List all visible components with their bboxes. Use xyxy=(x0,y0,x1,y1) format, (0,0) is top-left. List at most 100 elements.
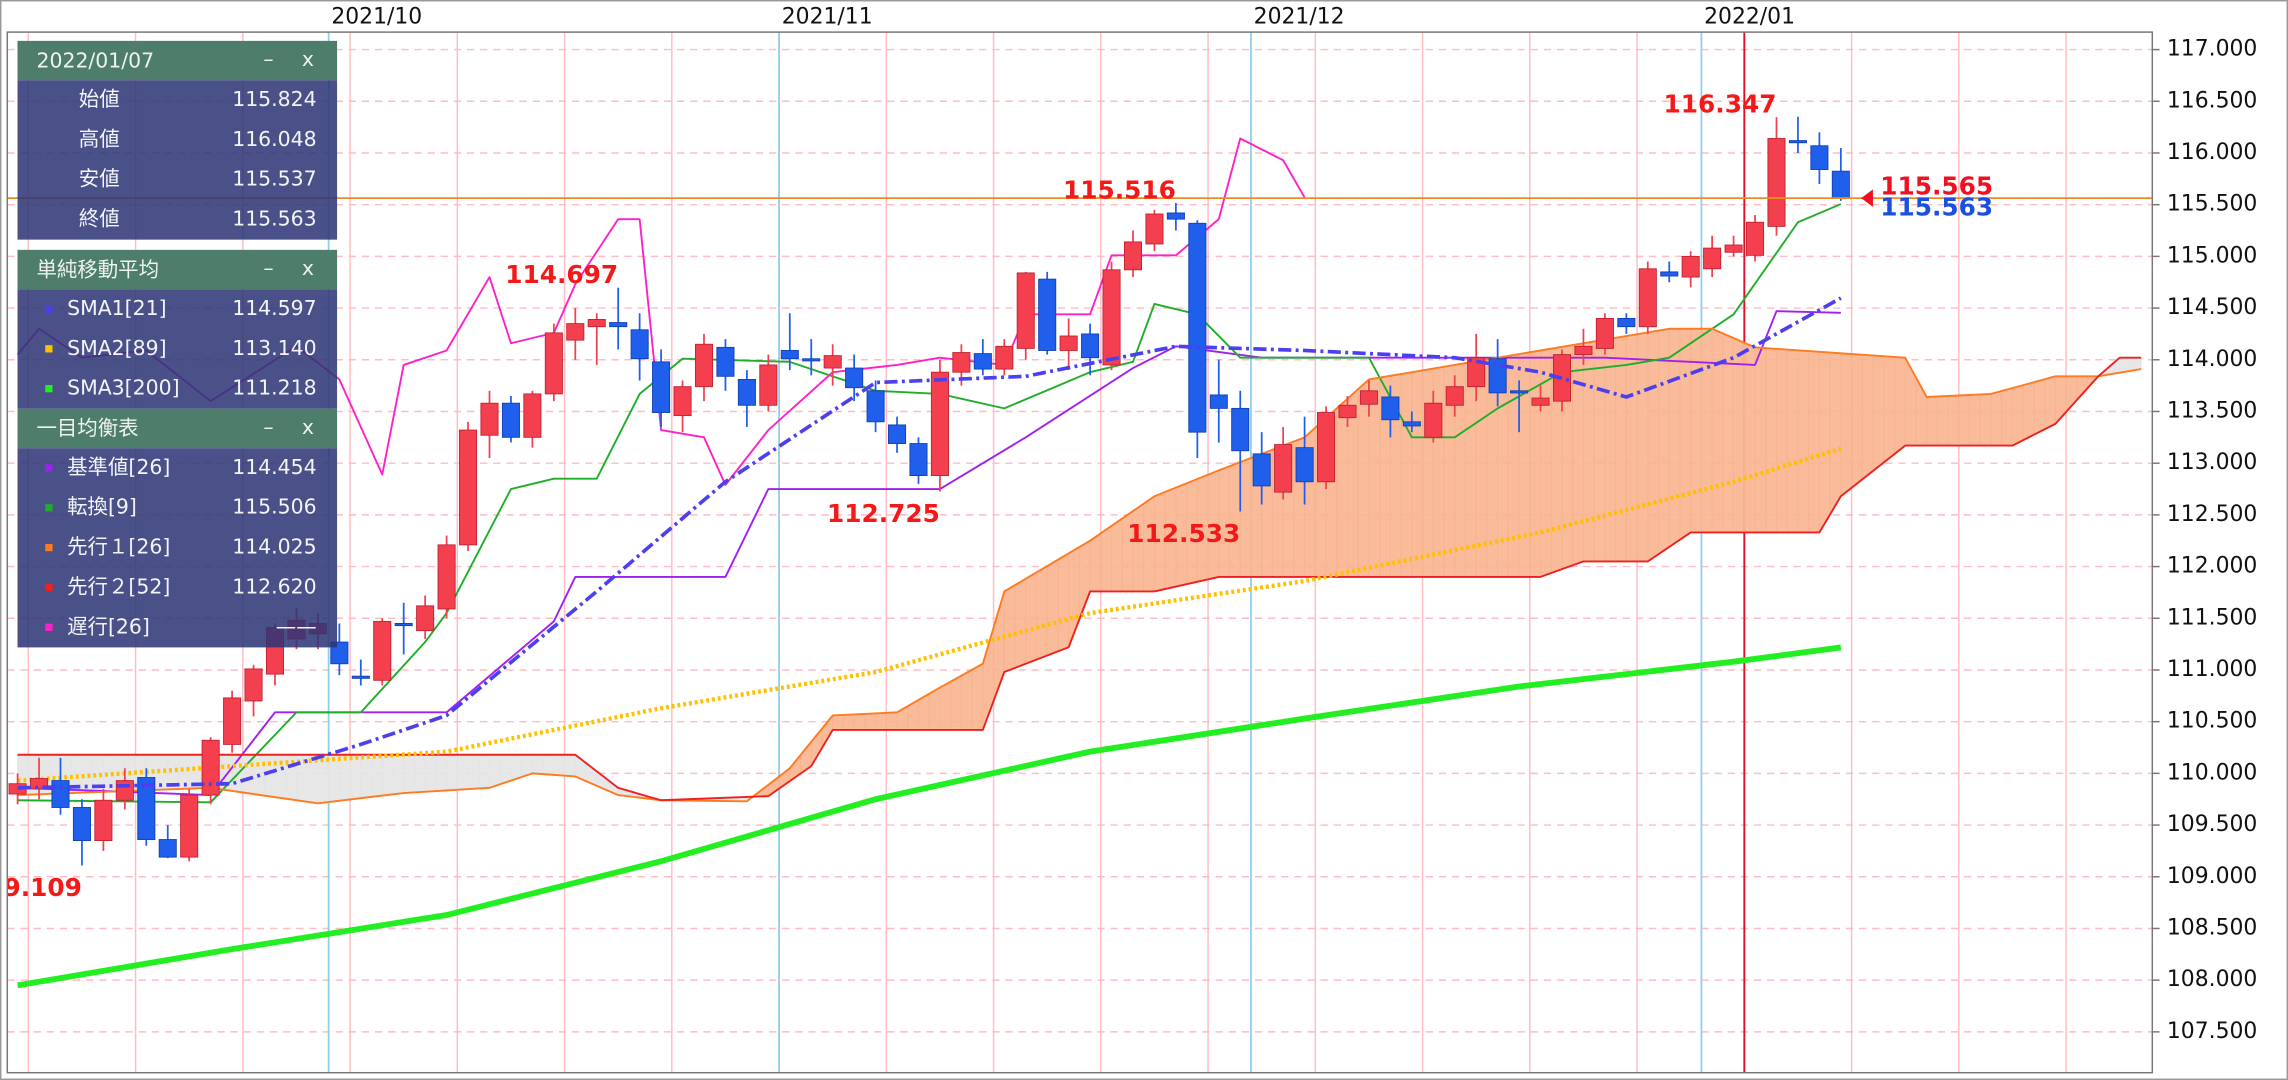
candle-body xyxy=(1531,397,1550,406)
cloud xyxy=(1765,347,1777,533)
legend-value: 112.620 xyxy=(232,574,316,598)
cloud xyxy=(1593,339,1606,562)
candle-body xyxy=(373,620,392,681)
indicator-line xyxy=(17,296,1842,790)
close-button[interactable]: x xyxy=(302,415,314,439)
candle-body xyxy=(952,352,971,373)
y-tick-label: 109.000 xyxy=(2167,864,2257,889)
legend-name: SMA2[89] xyxy=(67,336,166,360)
candle-body xyxy=(1467,357,1486,388)
candle-body xyxy=(1746,221,1765,256)
candle-body xyxy=(1488,358,1507,394)
minimize-button[interactable]: – xyxy=(263,47,273,71)
panel-header xyxy=(17,40,338,81)
y-tick-label: 117.000 xyxy=(2167,37,2257,62)
indicator-line xyxy=(17,644,1842,989)
legend-name: 遅行[26] xyxy=(67,614,150,638)
candle-body xyxy=(759,364,778,406)
cloud xyxy=(1336,397,1348,578)
cloud xyxy=(1979,393,1992,447)
cloud xyxy=(1239,457,1252,578)
cloud xyxy=(2033,378,2046,436)
cloud xyxy=(960,668,973,731)
info-panel: 2022/01/07 – x 始値 115.824 高値 116.048 安値 115.537 終… xyxy=(17,40,338,648)
legend-value: 115.506 xyxy=(232,495,316,519)
close-button[interactable]: x xyxy=(302,256,314,280)
y-tick-label: 114.000 xyxy=(2167,347,2257,372)
candle-body xyxy=(459,429,478,546)
y-tick-label: 112.000 xyxy=(2167,554,2257,579)
candle-body xyxy=(523,393,542,438)
candle-body xyxy=(1209,394,1228,409)
cloud xyxy=(2001,387,2013,447)
legend-swatch xyxy=(45,305,53,313)
cloud xyxy=(1776,348,1788,533)
y-tick-label: 107.500 xyxy=(2167,1019,2257,1044)
legend-name: 先行２[52] xyxy=(67,574,170,598)
cloud xyxy=(1797,349,1810,533)
cloud xyxy=(263,754,276,798)
candle-body xyxy=(1338,404,1357,419)
cloud xyxy=(435,754,448,792)
cloud xyxy=(1969,393,1981,447)
candle-body xyxy=(223,697,242,745)
ohlc-value: 115.563 xyxy=(232,207,316,231)
y-tick-label: 112.500 xyxy=(2167,502,2257,527)
minimize-button[interactable]: – xyxy=(263,415,273,439)
legend-name: 基準値[26] xyxy=(67,455,170,479)
legend-value: 114.025 xyxy=(232,535,316,559)
candle-body xyxy=(694,343,714,388)
cloud xyxy=(1647,330,1659,563)
cloud xyxy=(489,754,501,789)
cloud xyxy=(1615,335,1627,562)
ohlc-value: 116.048 xyxy=(232,127,316,151)
cloud xyxy=(1894,356,1906,455)
legend-swatch xyxy=(45,345,53,353)
cloud xyxy=(531,754,544,775)
candle-body xyxy=(330,641,349,665)
candle-body xyxy=(1381,396,1400,421)
candle-body xyxy=(909,443,928,477)
candle-body xyxy=(501,402,520,438)
low-annotation: 112.725 xyxy=(827,499,940,528)
candle-body xyxy=(1724,244,1743,253)
indicator-line xyxy=(17,203,1842,804)
cloud xyxy=(885,711,898,731)
cloud xyxy=(1432,366,1445,578)
candle-body xyxy=(866,390,885,423)
candle-body xyxy=(630,329,649,360)
candle-body xyxy=(780,350,799,360)
panel-header-title: 単純移動平均 xyxy=(36,257,159,281)
cloud xyxy=(381,754,394,797)
candle-body xyxy=(1274,444,1293,493)
cloud xyxy=(1851,353,1863,489)
cloud xyxy=(360,754,372,799)
cloud xyxy=(1861,354,1874,481)
cloud xyxy=(1947,394,1960,447)
ohlc-name: 始値 xyxy=(79,87,120,111)
candle-body xyxy=(1445,386,1464,406)
cloud xyxy=(1100,525,1112,592)
cloud xyxy=(1829,352,1842,516)
cloud xyxy=(349,754,362,800)
cloud xyxy=(242,754,254,795)
indicator-line xyxy=(17,356,2142,802)
y-tick-label: 108.500 xyxy=(2167,915,2257,940)
candle-body xyxy=(158,839,177,858)
cloud xyxy=(1003,584,1016,673)
cloud xyxy=(542,754,555,776)
cloud xyxy=(403,754,415,794)
y-tick-label: 111.000 xyxy=(2167,657,2257,682)
minimize-button[interactable]: – xyxy=(263,256,273,280)
cloud xyxy=(1733,337,1745,533)
candle-body xyxy=(652,361,671,413)
candle-body xyxy=(566,323,585,341)
cloud xyxy=(1604,337,1617,562)
candle-body xyxy=(1510,390,1529,394)
legend-swatch xyxy=(45,543,53,552)
close-button[interactable]: x xyxy=(302,47,314,71)
candle-body xyxy=(609,322,628,328)
legend-swatch xyxy=(45,623,53,631)
legend-swatch xyxy=(45,504,53,512)
panel-body xyxy=(17,80,338,240)
